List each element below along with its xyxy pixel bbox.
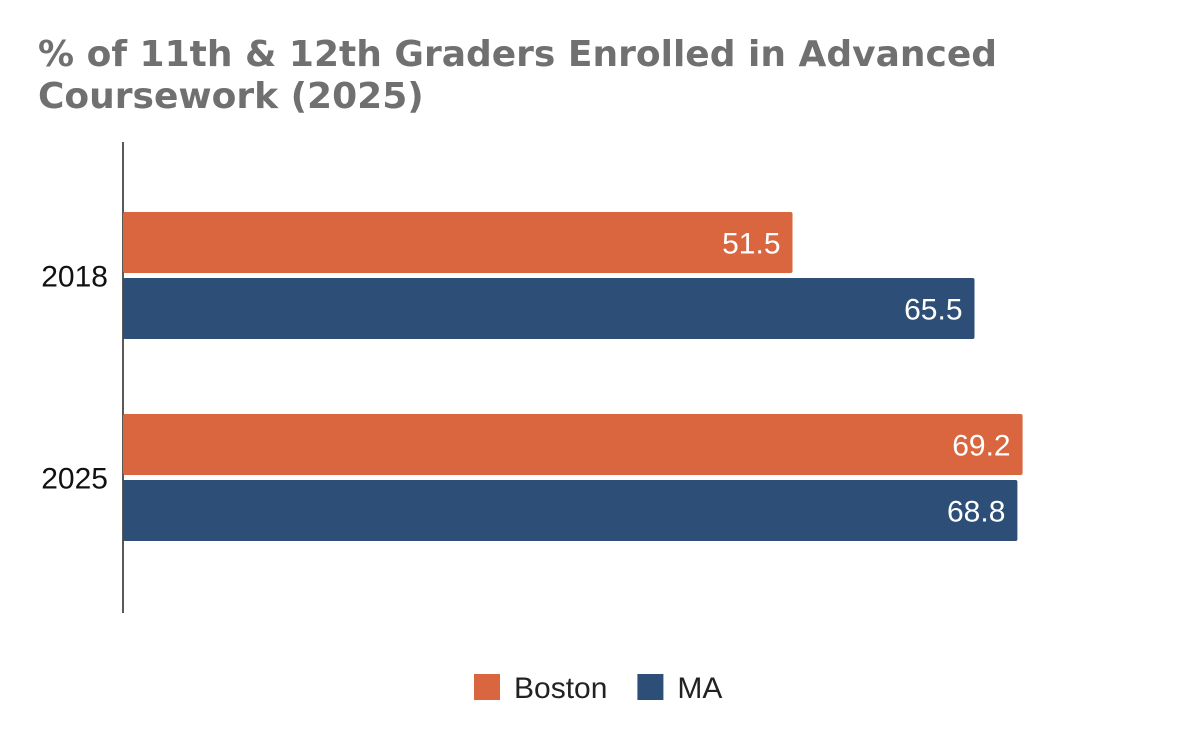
bars-group	[123, 212, 1023, 541]
bar-boston-2018	[123, 212, 793, 273]
data-label-boston-2018: 51.5	[722, 228, 780, 261]
legend-label-ma: MA	[677, 672, 722, 705]
bar-ma-2025	[123, 480, 1018, 541]
chart-title: % of 11th & 12th Graders Enrolled in Adv…	[38, 34, 998, 117]
legend-swatch-boston	[474, 674, 500, 700]
data-label-ma-2018: 65.5	[904, 294, 962, 327]
bar-ma-2018	[123, 278, 975, 339]
data-label-boston-2025: 69.2	[952, 430, 1010, 463]
bar-boston-2025	[123, 414, 1023, 475]
category-label-2025: 2025	[41, 463, 108, 496]
category-label-2018: 2018	[41, 261, 108, 294]
legend: Boston MA	[474, 672, 722, 705]
data-label-ma-2025: 68.8	[947, 496, 1005, 529]
labels-group: 2018 51.5 65.5 2025 69.2 68.8	[41, 228, 1010, 529]
legend-swatch-ma	[637, 674, 664, 700]
legend-label-boston: Boston	[514, 672, 607, 705]
